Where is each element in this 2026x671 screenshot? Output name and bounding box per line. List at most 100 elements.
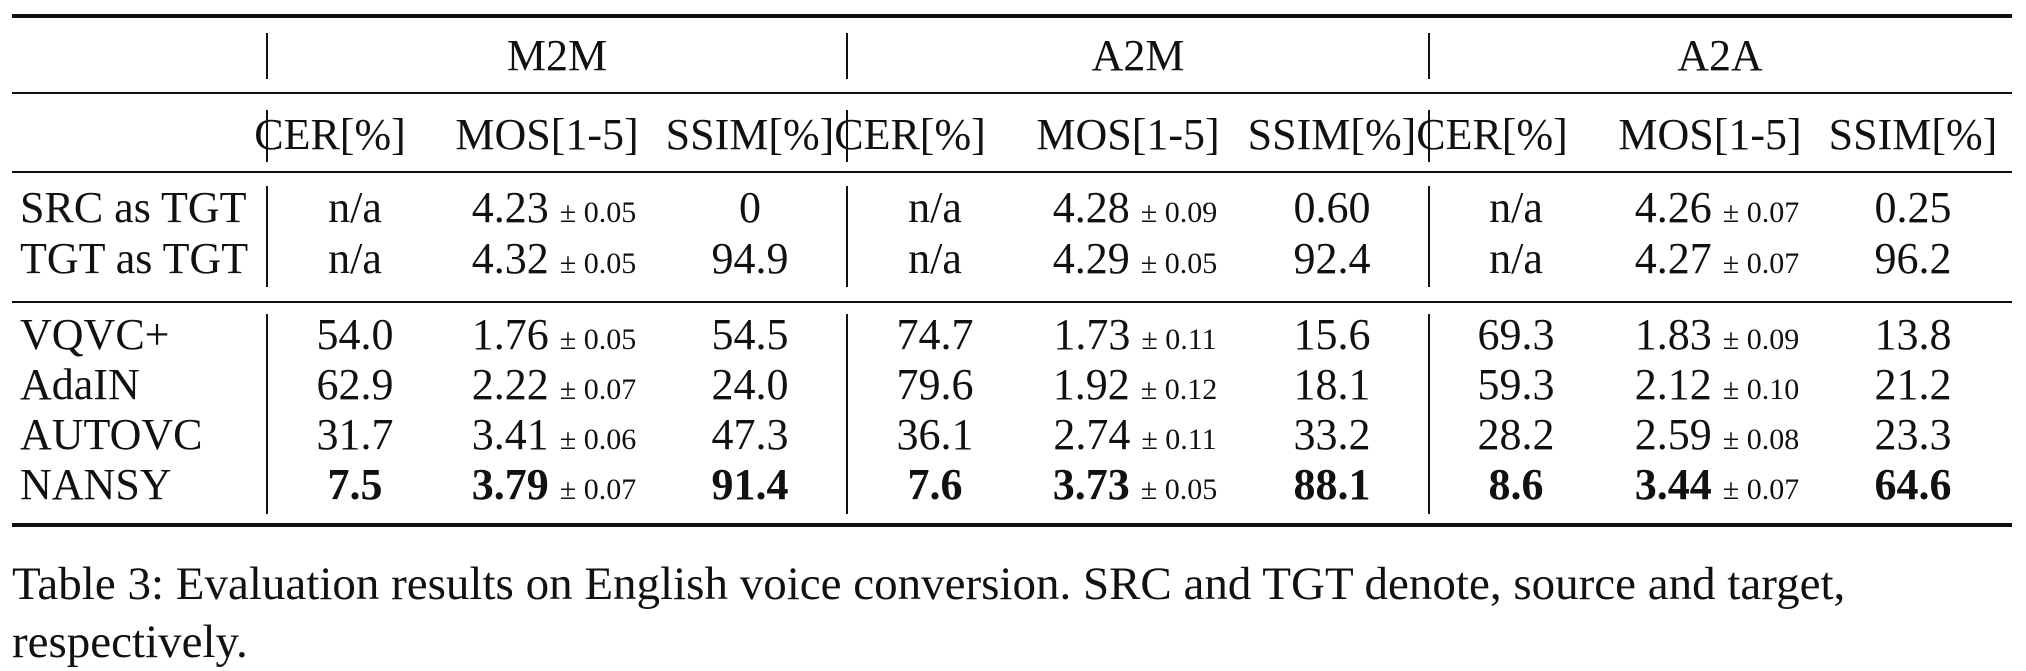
mos-cell: 3.79 ± 0.07 — [472, 460, 636, 515]
mos-std: ± 0.05 — [1140, 247, 1218, 280]
mos-value: 2.12 — [1634, 360, 1712, 409]
vline-2-upper — [846, 186, 848, 287]
metric-header-ssim: SSIM[%] — [665, 110, 835, 159]
ssim-cell: 15.6 — [1293, 310, 1371, 359]
mos-cell: 4.29 ± 0.05 — [1053, 234, 1217, 289]
row-label: AdaIN — [20, 360, 140, 409]
mos-cell: 2.74 ± 0.11 — [1053, 410, 1216, 465]
mos-std: ± 0.07 — [559, 373, 637, 406]
mos-value: 1.73 — [1053, 310, 1131, 359]
vline-2-mid — [846, 110, 848, 162]
cer-cell: n/a — [328, 183, 382, 232]
ssim-cell: 92.4 — [1293, 234, 1371, 283]
mos-cell: 1.83 ± 0.09 — [1635, 310, 1799, 365]
ssim-cell: 54.5 — [711, 310, 789, 359]
mos-std: ± 0.05 — [1140, 473, 1218, 506]
ssim-cell: 0 — [739, 183, 761, 232]
metric-header-mos: MOS[1-5] — [1036, 110, 1220, 159]
mos-std: ± 0.09 — [1140, 196, 1218, 229]
vline-3-mid — [1428, 110, 1430, 162]
vline-1-upper — [266, 186, 268, 287]
ssim-cell: 23.3 — [1874, 410, 1952, 459]
ssim-cell: 33.2 — [1293, 410, 1371, 459]
cer-cell: n/a — [1489, 234, 1543, 283]
cer-cell: 31.7 — [316, 410, 394, 459]
cer-cell: 79.6 — [896, 360, 974, 409]
mos-value: 4.32 — [471, 234, 549, 283]
mos-cell: 4.23 ± 0.05 — [472, 183, 636, 238]
mos-value: 3.73 — [1052, 460, 1130, 509]
mos-std: ± 0.09 — [1722, 323, 1800, 356]
mos-std: ± 0.05 — [559, 196, 637, 229]
row-label: VQVC+ — [20, 310, 170, 359]
mos-cell: 2.22 ± 0.07 — [472, 360, 636, 415]
row-label: SRC as TGT — [20, 183, 247, 232]
ssim-cell: 13.8 — [1874, 310, 1952, 359]
vline-2-lower — [846, 314, 848, 514]
mos-value: 3.41 — [471, 410, 549, 459]
mos-value: 3.79 — [471, 460, 549, 509]
mos-std: ± 0.07 — [559, 473, 637, 506]
mos-std: ± 0.10 — [1722, 373, 1800, 406]
vline-3-lower — [1428, 314, 1430, 514]
mos-value: 1.76 — [471, 310, 549, 359]
metric-header-rule — [12, 171, 2012, 173]
mos-value: 2.22 — [471, 360, 549, 409]
mos-value: 4.23 — [471, 183, 549, 232]
mos-cell: 2.59 ± 0.08 — [1635, 410, 1799, 465]
mos-cell: 4.26 ± 0.07 — [1635, 183, 1799, 238]
mos-value: 4.29 — [1052, 234, 1130, 283]
section-rule — [12, 301, 2012, 303]
metric-header-mos: MOS[1-5] — [1618, 110, 1802, 159]
cer-cell: 74.7 — [896, 310, 974, 359]
cer-cell: n/a — [1489, 183, 1543, 232]
mos-std: ± 0.12 — [1140, 373, 1218, 406]
metric-header-ssim: SSIM[%] — [1828, 110, 1998, 159]
cer-cell: 28.2 — [1477, 410, 1555, 459]
cer-cell: 8.6 — [1488, 460, 1544, 509]
mos-cell: 4.28 ± 0.09 — [1053, 183, 1217, 238]
cer-cell: n/a — [908, 234, 962, 283]
cer-cell: 7.6 — [907, 460, 963, 509]
cer-cell: 62.9 — [316, 360, 394, 409]
mos-value: 4.27 — [1634, 234, 1712, 283]
metric-header-cer: CER[%] — [1416, 110, 1568, 159]
metric-header-mos: MOS[1-5] — [455, 110, 639, 159]
top-rule — [12, 14, 2012, 18]
group-header-a2a: A2A — [1677, 31, 1763, 80]
group-header-a2m: A2M — [1091, 31, 1185, 80]
mos-cell: 4.27 ± 0.07 — [1635, 234, 1799, 289]
mos-cell: 4.32 ± 0.05 — [472, 234, 636, 289]
bottom-rule — [12, 523, 2012, 527]
ssim-cell: 0.25 — [1874, 183, 1952, 232]
cer-cell: 69.3 — [1477, 310, 1555, 359]
row-label: AUTOVC — [20, 410, 203, 459]
mos-std: ± 0.11 — [1141, 323, 1217, 356]
table-caption: Table 3: Evaluation results on English v… — [12, 558, 1846, 668]
mos-value: 4.26 — [1634, 183, 1712, 232]
group-header-m2m: M2M — [506, 31, 608, 80]
ssim-cell: 21.2 — [1874, 360, 1952, 409]
group-header-rule — [12, 92, 2012, 94]
mos-std: ± 0.08 — [1722, 423, 1800, 456]
mos-value: 2.59 — [1634, 410, 1712, 459]
ssim-cell: 96.2 — [1874, 234, 1952, 283]
mos-std: ± 0.05 — [559, 323, 637, 356]
mos-cell: 3.41 ± 0.06 — [472, 410, 636, 465]
mos-std: ± 0.07 — [1722, 247, 1800, 280]
vline-3-top — [1428, 33, 1430, 79]
mos-std: ± 0.05 — [559, 247, 637, 280]
cer-cell: n/a — [328, 234, 382, 283]
vline-2-top — [846, 33, 848, 79]
mos-value: 2.74 — [1053, 410, 1131, 459]
ssim-cell: 47.3 — [711, 410, 789, 459]
mos-cell: 1.76 ± 0.05 — [472, 310, 636, 365]
vline-3-upper — [1428, 186, 1430, 287]
ssim-cell: 18.1 — [1293, 360, 1371, 409]
row-label: NANSY — [20, 460, 172, 509]
mos-cell: 1.73 ± 0.11 — [1053, 310, 1216, 365]
mos-value: 4.28 — [1052, 183, 1130, 232]
ssim-cell: 94.9 — [711, 234, 789, 283]
mos-cell: 2.12 ± 0.10 — [1635, 360, 1799, 415]
cer-cell: n/a — [908, 183, 962, 232]
